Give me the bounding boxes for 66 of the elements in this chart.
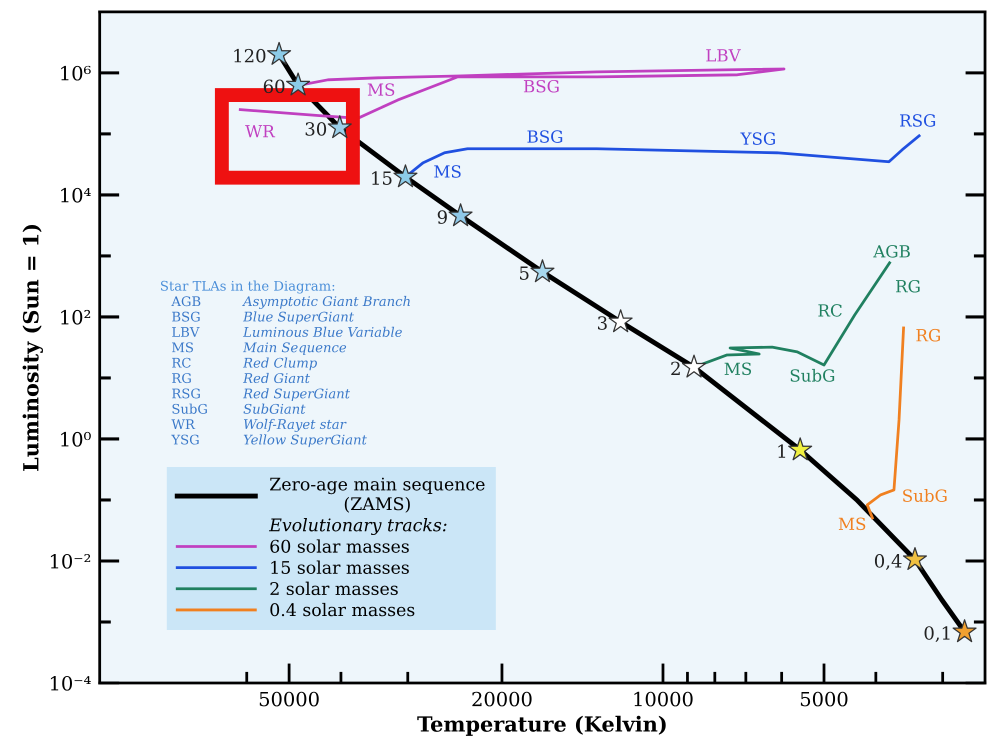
annotation: Yellow SuperGiant (244, 434, 367, 448)
y-tick-label: 10⁰ (61, 432, 91, 447)
annotation: 5 (520, 266, 529, 280)
y-tick-label: 10² (61, 310, 90, 325)
annotation: YSG (740, 132, 775, 145)
annotation: 15 (372, 171, 392, 185)
y-axis-title: Luminosity (Sun = 1) (22, 224, 43, 471)
annotation: Red SuperGiant (242, 388, 350, 402)
annotation: SubG (903, 489, 947, 502)
annotation: 30 (306, 122, 326, 136)
annotation: MS (724, 362, 752, 376)
legend-label: Zero-age main sequence (ZAMS) (270, 478, 485, 513)
annotation: 2 (671, 362, 680, 375)
annotation: SubGiant (243, 404, 306, 414)
x-tick-label: 10000 (634, 692, 693, 706)
annotation: RSG (172, 388, 200, 398)
legend-label: 0.4 solar masses (270, 602, 414, 616)
annotation: AGB (171, 296, 200, 306)
annotation: BSG (524, 80, 559, 93)
annotation: Main Sequence (242, 342, 346, 355)
annotation: 120 (234, 48, 266, 63)
legend-label: 15 solar masses (271, 560, 409, 574)
legend-label: 60 solar masses (270, 539, 409, 553)
annotation: WR (245, 125, 276, 138)
annotation: RC (172, 358, 191, 368)
annotation: Blue SuperGiant (242, 311, 354, 324)
x-tick-label: 5000 (800, 692, 848, 706)
annotation: 0,1 (924, 626, 950, 642)
line-series (866, 326, 905, 520)
x-axis-title: Temperature (Kelvin) (417, 716, 666, 736)
annotation: RC (818, 304, 842, 317)
annotation: RG (896, 280, 920, 293)
annotation: 3 (598, 316, 607, 330)
annotation: Luminous Blue Variable (242, 326, 402, 337)
x-tick-label: 50000 (260, 692, 319, 706)
annotation: SubG (790, 368, 834, 382)
annotation: Red Clump (242, 358, 317, 370)
annotation: 0,4 (874, 554, 902, 570)
annotation: 1 (778, 444, 786, 458)
annotation: BSG (172, 312, 200, 322)
annotation: Red Giant (242, 372, 310, 384)
y-tick-label: 10⁻⁴ (50, 676, 91, 691)
annotation: Wolf-Rayet star (244, 418, 347, 432)
legend-title: Evolutionary tracks: (268, 518, 446, 536)
y-tick-label: 10⁻² (50, 554, 90, 569)
annotation: LBV (172, 327, 200, 337)
y-tick-label: 10⁴ (61, 188, 91, 203)
annotation: AGB (873, 245, 910, 258)
annotation: 9 (438, 210, 447, 224)
legend-label: 2 solar masses (270, 582, 398, 596)
y-tick-label: 10⁶ (61, 66, 91, 81)
annotation: SubG (172, 404, 207, 414)
annotation: Asymptotic Giant Branch (242, 296, 410, 309)
annotation: YSG (171, 434, 199, 445)
annotation: Star TLAs in the Diagram: (161, 280, 334, 294)
annotation: RSG (900, 114, 936, 127)
annotation: RG (172, 373, 191, 384)
annotation: MS (838, 518, 866, 530)
annotation: MS (434, 165, 461, 178)
x-tick-label: 20000 (472, 692, 532, 706)
annotation: MS (172, 342, 193, 352)
annotation: RG (916, 328, 940, 342)
annotation: MS (368, 83, 394, 96)
annotation: BSG (527, 130, 562, 143)
annotation: WR (171, 419, 196, 429)
annotation: LBV (706, 49, 741, 62)
